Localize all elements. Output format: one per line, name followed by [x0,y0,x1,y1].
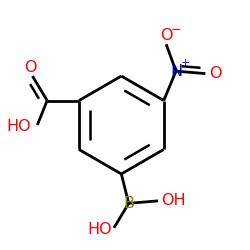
Text: +: + [180,58,190,68]
Text: HO: HO [6,119,31,134]
Text: OH: OH [161,193,186,208]
Text: O: O [24,60,36,75]
Text: −: − [170,24,181,37]
Text: O: O [160,28,172,43]
Text: N: N [170,64,182,79]
Text: O: O [209,66,222,81]
Text: B: B [123,196,134,211]
Text: HO: HO [87,222,112,236]
